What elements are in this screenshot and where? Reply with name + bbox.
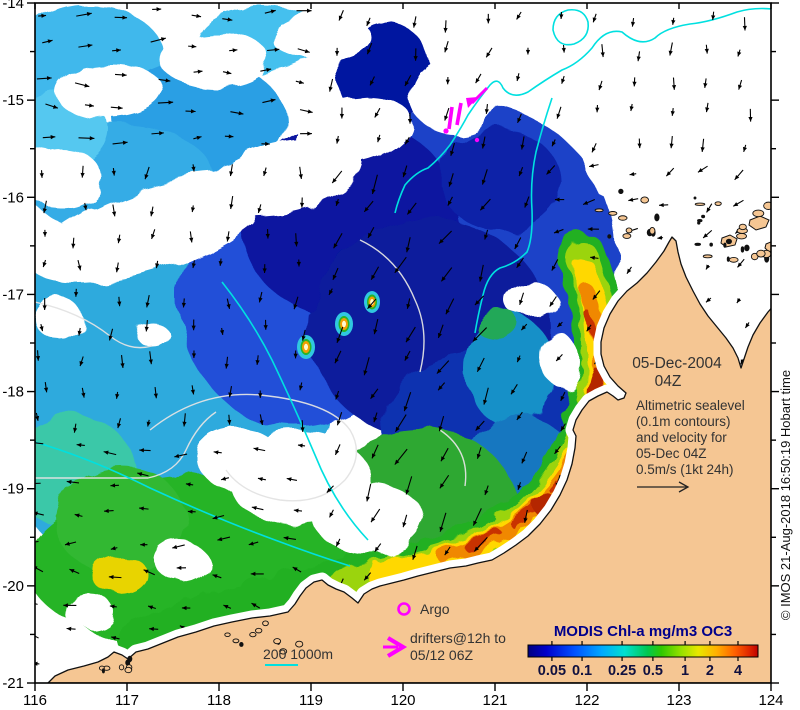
- y-axis-tick-label: -21: [2, 675, 24, 692]
- y-axis-tick-label: -17: [2, 286, 24, 303]
- sealevel-contours: [35, 239, 467, 502]
- time-label: 04Z: [655, 373, 682, 390]
- x-axis-tick-label: 118: [207, 692, 231, 709]
- x-axis-tick-label: 120: [390, 692, 415, 709]
- x-axis-tick-label: 121: [482, 692, 507, 709]
- y-axis-tick-label: -19: [2, 481, 24, 498]
- drifter-arrow-icon: [383, 636, 408, 658]
- colorbar-gradient: [527, 644, 759, 658]
- map-plot-area: [35, 3, 771, 683]
- x-axis-tick-label: 117: [115, 692, 139, 709]
- colorbar-title: MODIS Chl-a mg/m3 OC3: [554, 623, 732, 640]
- bathymetry-label: 200 1000m: [263, 646, 333, 662]
- info-block: 05-Dec-2004 04Z Altimetric sealevel (0.1…: [632, 355, 745, 493]
- x-axis-tick-label: 124: [758, 692, 783, 709]
- x-axis-tick-label: 119: [299, 692, 323, 709]
- argo-label: Argo: [420, 601, 450, 617]
- colorbar-tick-label: 0.25: [608, 663, 636, 679]
- colorbar-tick-label: 0.05: [538, 663, 566, 679]
- map-legend: Argo drifters@12h to 05/12 06Z 200 1000m: [263, 601, 506, 666]
- x-axis-tick-label: 123: [666, 692, 691, 709]
- info-line-1: Altimetric sealevel: [636, 398, 745, 413]
- drifter-tracks: [443, 86, 489, 143]
- x-axis-tick-label: 122: [574, 692, 599, 709]
- drifters-label-line2: 05/12 06Z: [410, 647, 473, 663]
- info-line-3: and velocity for: [636, 430, 727, 445]
- y-axis-tick-label: -18: [2, 384, 24, 401]
- y-axis-tick-label: -16: [2, 189, 24, 206]
- axes-frame: 116 117 118 119 120 121 122 123 124-14-15-16-17-…: [2, 0, 783, 709]
- velocity-vectors: [35, 7, 753, 681]
- imos-watermark: © IMOS 21-Aug-2018 16:50:19 Hobart time: [778, 370, 793, 620]
- landmass: [47, 188, 771, 683]
- colorbar-tick-label: 2: [706, 663, 714, 679]
- reef-markers: [297, 291, 380, 359]
- info-line-5: 0.5m/s (1kt 24h): [636, 462, 734, 477]
- x-axis-tick-label: 116: [23, 692, 47, 709]
- info-line-2: (0.1m contours): [636, 414, 731, 429]
- y-axis-tick-label: -14: [2, 0, 24, 12]
- date-label: 05-Dec-2004: [632, 355, 722, 372]
- colorbar: MODIS Chl-a mg/m3 OC3 0.05 0.1 0.25 0.5 1 2 4: [527, 623, 759, 679]
- y-axis-tick-label: -20: [2, 578, 24, 595]
- colorbar-tick-label: 1: [681, 663, 689, 679]
- info-line-4: 05-Dec 04Z: [636, 446, 707, 461]
- colorbar-tick-label: 0.1: [572, 663, 592, 679]
- drifters-label-line1: drifters@12h to: [410, 630, 506, 646]
- colorbar-tick-label: 0.5: [643, 663, 663, 679]
- colorbar-tick-label: 4: [734, 663, 742, 679]
- y-axis-tick-label: -15: [2, 92, 24, 109]
- bathymetry-contours: [35, 7, 771, 567]
- argo-marker-icon: [397, 602, 411, 616]
- velocity-scale-arrow: [637, 481, 690, 493]
